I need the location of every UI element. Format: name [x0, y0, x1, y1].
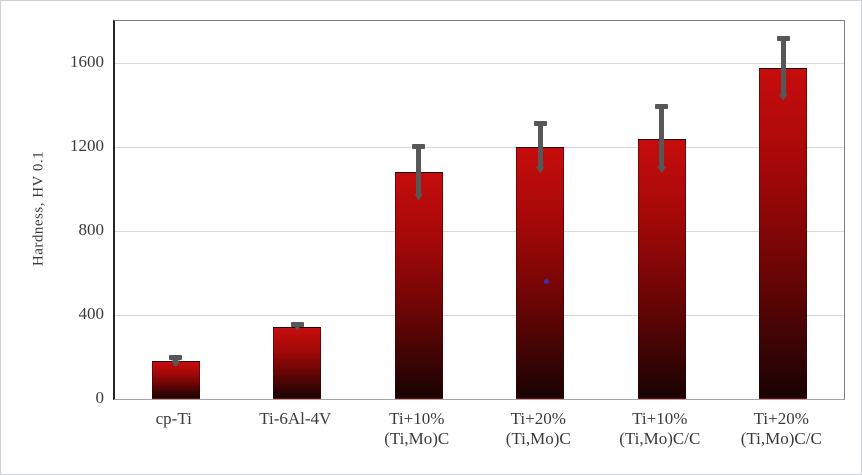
plot-area: [113, 20, 845, 400]
error-bar-bottom-tip-5: [778, 93, 788, 101]
error-bar-bottom-tip-3: [535, 166, 545, 174]
y-tick-label-0: 0: [95, 388, 105, 407]
error-bar-bottom-tip-1: [292, 323, 302, 331]
error-bar-3: [537, 121, 543, 169]
error-bar-top-cap-0: [169, 354, 183, 360]
y-tick-label-1600: 1600: [70, 52, 104, 71]
gridline-1600: [115, 63, 844, 64]
y-tick-label-1200: 1200: [70, 136, 104, 155]
bar-2: [394, 172, 443, 399]
error-bar-top-cap-2: [412, 143, 426, 149]
x-category-label-4: Ti+10% (Ti,Mo)C/C: [619, 409, 701, 448]
y-tick-label-800: 800: [78, 220, 105, 239]
error-bar-bottom-tip-4: [657, 166, 667, 174]
error-bar-5: [780, 36, 786, 96]
x-category-label-2: Ti+10% (Ti,Mo)C: [384, 409, 450, 448]
bar-1: [273, 326, 322, 399]
error-bar-bottom-tip-2: [414, 193, 424, 201]
error-bar-bottom-tip-0: [171, 360, 181, 368]
gridline-800: [115, 231, 844, 232]
bar-3: [516, 147, 565, 399]
error-bar-top-cap-4: [655, 104, 669, 109]
y-tick-label-400: 400: [78, 304, 105, 323]
error-bar-top-cap-5: [776, 35, 790, 41]
gridline-400: [115, 315, 844, 316]
x-category-label-1: Ti-6Al-4V: [259, 409, 332, 428]
gridline-1200: [115, 147, 844, 148]
blue-dot: [544, 279, 550, 285]
error-bar-2: [416, 144, 422, 196]
bar-5: [759, 68, 808, 399]
x-category-label-0: cp-Ti: [155, 409, 192, 428]
error-bar-4: [659, 105, 665, 169]
x-category-label-5: Ti+20% (Ti,Mo)C/C: [740, 409, 822, 448]
x-category-label-3: Ti+20% (Ti,Mo)C: [505, 409, 571, 448]
error-bar-top-cap-3: [533, 120, 547, 126]
bar-4: [637, 138, 686, 399]
